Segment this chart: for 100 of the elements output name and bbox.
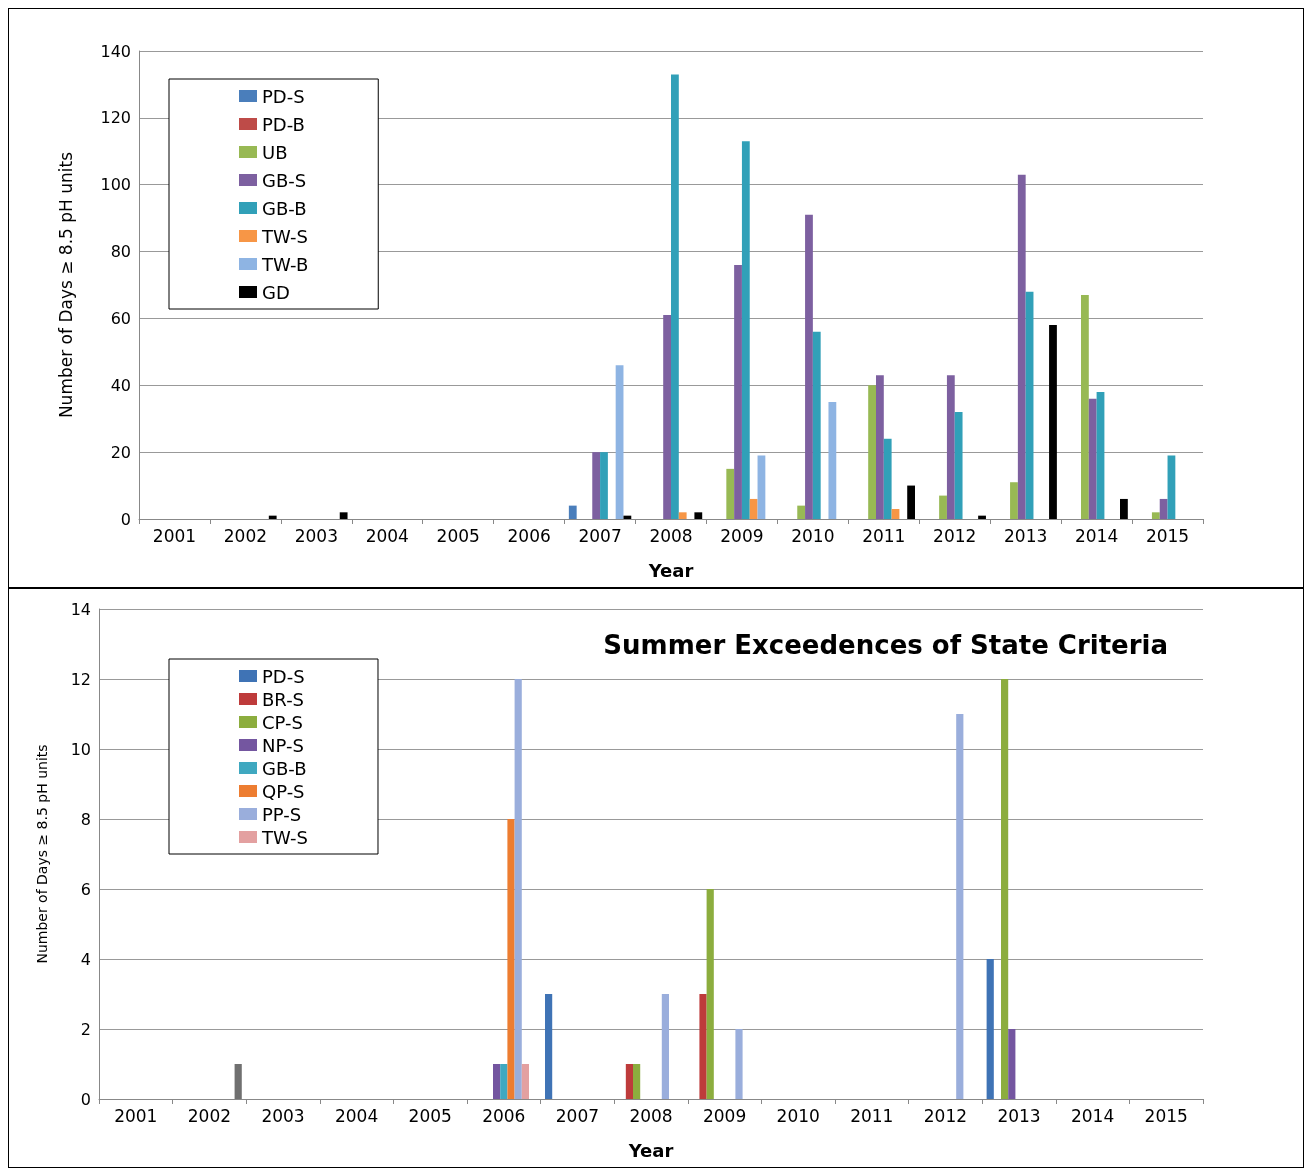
legend-label: TW-S (261, 826, 308, 848)
x-tick-label: 2013 (997, 1105, 1041, 1126)
y-tick-label: 0 (120, 509, 131, 529)
legend-label: GB-B (262, 757, 307, 779)
x-tick-label: 2011 (862, 525, 906, 546)
x-tick-label: 2009 (702, 1105, 747, 1126)
x-tick-label: 2003 (261, 1105, 305, 1126)
legend-label: UB (262, 141, 288, 163)
legend-label: PP-S (262, 803, 302, 825)
x-tick-label: 2006 (507, 525, 551, 546)
bar (493, 1064, 501, 1099)
y-axis-title: Number of Days ≥ 8.5 pH units (34, 744, 50, 964)
bar (671, 74, 679, 519)
x-tick-label: 2014 (1070, 1105, 1115, 1126)
bar (883, 438, 892, 519)
x-tick-label: 2006 (482, 1105, 526, 1126)
bar (741, 141, 750, 519)
x-tick-label: 2002 (223, 525, 268, 546)
legend-label: PD-B (262, 113, 305, 135)
bar (749, 498, 758, 519)
legend-label: BR-S (262, 688, 305, 710)
bar (1025, 291, 1034, 519)
bar (1159, 498, 1168, 519)
x-tick-label: 2008 (629, 1105, 673, 1126)
legend-label: GB-B (262, 197, 307, 219)
x-tick-label: 2008 (649, 525, 693, 546)
y-tick-label: 140 (100, 41, 131, 61)
bar (1120, 498, 1128, 519)
y-tick-label: 4 (80, 949, 91, 969)
bar (986, 959, 994, 1099)
y-tick-label: 12 (70, 669, 91, 689)
bar (600, 452, 608, 519)
bar (946, 375, 955, 519)
x-tick-label: 2005 (436, 525, 480, 546)
y-tick-label: 8 (80, 809, 91, 829)
bar (694, 512, 703, 519)
bar (1080, 295, 1089, 519)
bar (1151, 512, 1160, 519)
bar (876, 375, 884, 519)
x-tick-label: 2010 (776, 1105, 820, 1126)
bar (699, 994, 707, 1099)
bar (1001, 679, 1009, 1099)
x-tick-label: 2001 (152, 525, 197, 546)
legend-label: CP-S (262, 711, 303, 733)
x-tick-label: 2014 (1074, 525, 1119, 546)
x-tick-label: 2012 (923, 1105, 968, 1126)
bar (726, 468, 735, 519)
bar (1017, 174, 1026, 519)
bar (625, 1064, 634, 1099)
x-tick-label: 2005 (408, 1105, 452, 1126)
bar (1008, 1029, 1016, 1099)
bar (663, 315, 671, 519)
bar (1049, 325, 1057, 519)
bar (500, 1064, 508, 1099)
legend-label: GD (262, 281, 290, 303)
bar (592, 452, 601, 519)
bar (1167, 455, 1176, 519)
bar (521, 1064, 529, 1099)
bar (661, 994, 669, 1099)
x-axis-title: Year (627, 1139, 674, 1161)
bar (706, 889, 714, 1099)
bar (757, 455, 766, 519)
bar (797, 505, 806, 519)
x-tick-label: 2013 (1004, 525, 1048, 546)
bar (954, 412, 963, 519)
x-tick-label: 2004 (365, 525, 409, 546)
x-tick-label: 2011 (850, 1105, 894, 1126)
x-tick-label: 2004 (334, 1105, 379, 1126)
y-tick-label: 0 (80, 1089, 91, 1109)
y-tick-label: 10 (70, 739, 91, 759)
bar (633, 1064, 641, 1099)
bar (734, 264, 742, 519)
bar (735, 1029, 743, 1099)
bar (812, 331, 821, 519)
bar (514, 679, 522, 1099)
x-tick-label: 2010 (791, 525, 835, 546)
y-axis-title: Number of Days ≥ 8.5 pH units (55, 151, 76, 419)
x-tick-label: 2001 (114, 1105, 158, 1126)
legend-label: NP-S (262, 734, 304, 756)
legend-label: GB-S (262, 169, 307, 191)
bar (1088, 398, 1097, 519)
x-tick-label: 2015 (1145, 525, 1190, 546)
bar (268, 515, 277, 519)
y-tick-label: 100 (100, 175, 131, 195)
x-tick-label: 2007 (578, 525, 622, 546)
y-tick-label: 60 (110, 308, 131, 328)
bar (828, 402, 837, 519)
legend-label: TW-S (261, 225, 308, 247)
x-tick-label: 2007 (555, 1105, 600, 1126)
legend-label: PD-S (262, 665, 305, 687)
bar (545, 994, 553, 1099)
y-tick-label: 14 (70, 599, 91, 619)
bar (907, 485, 916, 519)
y-tick-label: 40 (110, 375, 131, 395)
x-tick-label: 2012 (933, 525, 977, 546)
bar (939, 495, 947, 519)
y-tick-label: 6 (80, 879, 91, 899)
bar (891, 508, 900, 519)
bar (339, 512, 348, 519)
bar (234, 1064, 242, 1099)
